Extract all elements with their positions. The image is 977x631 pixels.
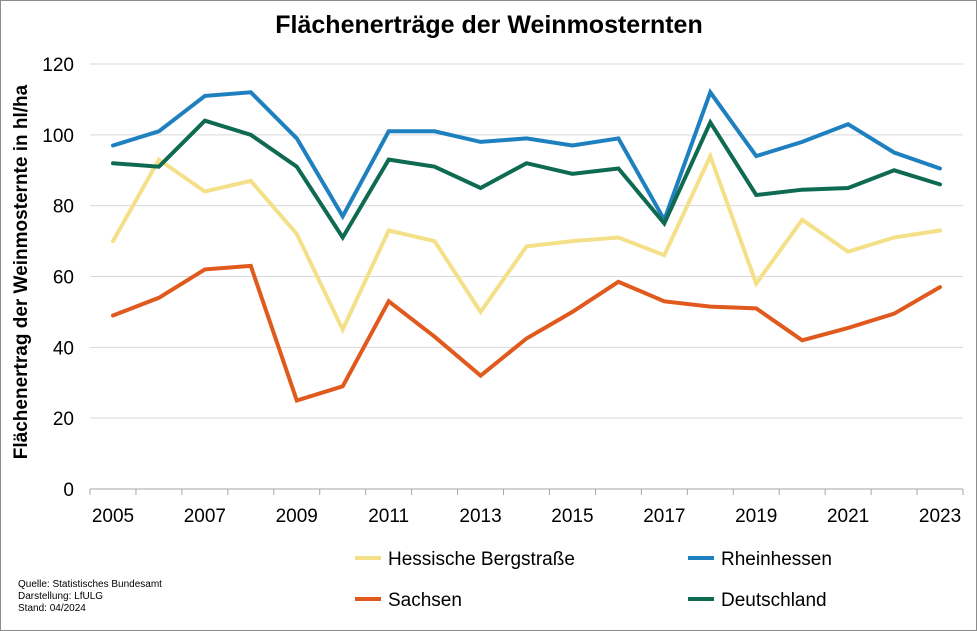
y-tick-label: 20 <box>53 409 74 430</box>
series-line <box>111 118 942 242</box>
x-tick-label: 2017 <box>643 506 685 527</box>
x-tick-label: 2005 <box>92 506 134 527</box>
x-tick-label: 2013 <box>459 506 501 527</box>
x-tick-label: 2009 <box>276 506 318 527</box>
chart-title: Flächenerträge der Weinmosternten <box>275 11 702 39</box>
y-tick-label: 0 <box>63 480 74 501</box>
legend-label: Hessische Bergstraße <box>388 549 575 570</box>
y-tick-label: 120 <box>42 55 74 76</box>
x-tick-label: 2011 <box>368 506 409 527</box>
gridlines <box>90 63 963 419</box>
series-line <box>111 150 942 335</box>
source-quelle: Quelle: Statistisches Bundesamt <box>18 579 162 590</box>
y-tick-label: 100 <box>42 126 74 147</box>
legend-label: Sachsen <box>388 590 462 611</box>
y-axis-label: Flächenertrag der Weinmosternte in hl/ha <box>11 84 32 459</box>
legend: Hessische Bergstraße Rheinhessen Sachsen De… <box>355 549 832 611</box>
y-tick-label: 40 <box>53 338 74 359</box>
x-tick-label: 2019 <box>735 506 777 527</box>
legend-label: Deutschland <box>721 590 827 611</box>
series-lines <box>111 88 942 403</box>
y-tick-label: 80 <box>53 197 74 218</box>
series-line <box>111 263 942 403</box>
x-tick-label: 2021 <box>827 506 869 527</box>
y-tick-labels: 0 20 40 60 80 100 120 <box>42 55 74 501</box>
x-tick-label: 2015 <box>551 506 593 527</box>
y-tick-label: 60 <box>53 268 74 289</box>
source-darstellung: Darstellung: LfULG <box>18 591 104 602</box>
series-line <box>111 88 942 225</box>
x-tick-label: 2007 <box>184 506 226 527</box>
x-tick-label: 2023 <box>919 506 961 527</box>
legend-label: Rheinhessen <box>721 549 832 570</box>
x-tick-labels: 2005 2007 2009 2011 2013 2015 2017 2019 2021 2023 <box>92 506 961 527</box>
source-stand: Stand: 04/2024 <box>18 603 86 614</box>
axes <box>89 488 964 495</box>
